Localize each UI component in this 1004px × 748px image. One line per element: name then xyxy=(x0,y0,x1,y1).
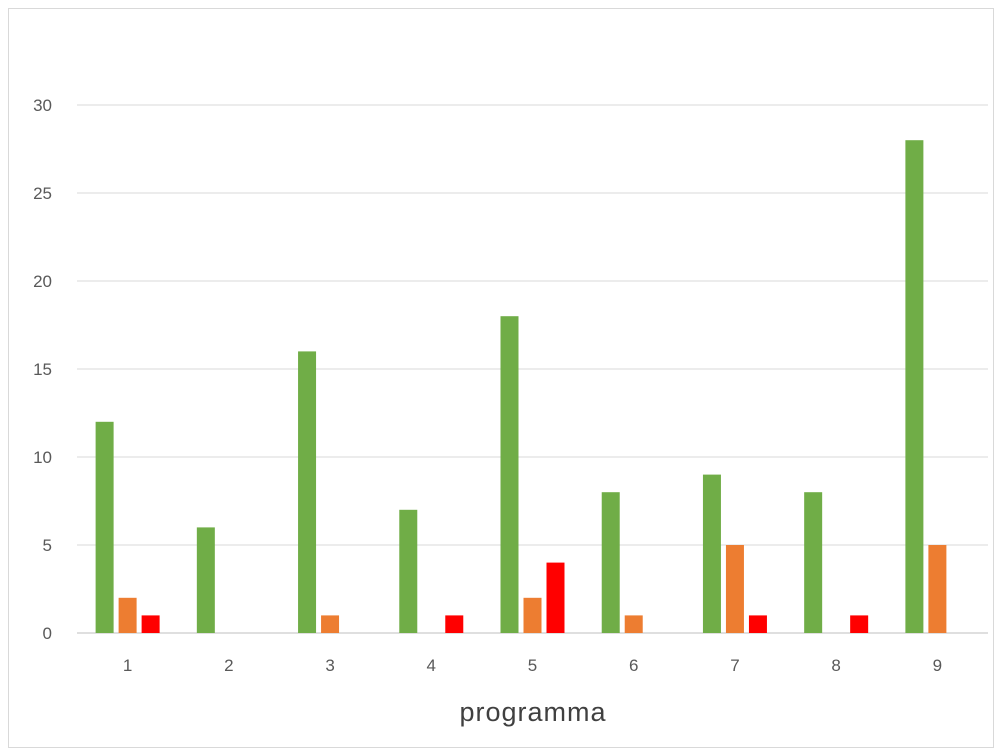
bar-series-1-cat-1 xyxy=(95,421,114,633)
bar-series-3-cat-5 xyxy=(546,562,565,633)
bar-series-3-cat-7 xyxy=(748,615,767,633)
x-tick-label: 8 xyxy=(831,656,840,675)
y-tick-label: 25 xyxy=(33,184,52,203)
bar-series-2-cat-7 xyxy=(725,545,744,633)
x-tick-label: 7 xyxy=(730,656,739,675)
x-tick-label: 5 xyxy=(528,656,537,675)
bar-series-3-cat-4 xyxy=(445,615,464,633)
x-axis-label: programma xyxy=(459,697,606,727)
y-tick-label: 0 xyxy=(43,624,52,643)
y-tick-label: 20 xyxy=(33,272,52,291)
bar-series-1-cat-2 xyxy=(196,527,215,633)
x-tick-label: 2 xyxy=(224,656,233,675)
x-tick-label: 4 xyxy=(427,656,436,675)
y-tick-label: 5 xyxy=(43,536,52,555)
x-tick-label: 1 xyxy=(123,656,132,675)
y-tick-label: 30 xyxy=(33,96,52,115)
bar-series-2-cat-5 xyxy=(523,597,542,633)
bar-series-2-cat-3 xyxy=(321,615,340,633)
bar-series-1-cat-5 xyxy=(500,316,519,633)
y-tick-label: 15 xyxy=(33,360,52,379)
bar-series-1-cat-6 xyxy=(601,492,620,633)
x-tick-label: 3 xyxy=(325,656,334,675)
y-tick-label: 10 xyxy=(33,448,52,467)
x-tick-labels: 1 2 3 4 5 6 7 8 9 xyxy=(123,656,942,675)
bar-series-1-cat-4 xyxy=(399,509,418,633)
bar-series-1-cat-3 xyxy=(298,351,317,633)
bar-series-1-cat-9 xyxy=(905,140,924,633)
bar-series-2-cat-1 xyxy=(118,597,137,633)
gridlines xyxy=(77,104,988,634)
bar-chart: 0 5 10 15 20 25 30 1 2 3 4 5 6 7 8 9 programma xyxy=(33,96,988,727)
y-tick-labels: 0 5 10 15 20 25 30 xyxy=(33,96,52,643)
bar-series-3-cat-8 xyxy=(850,615,869,633)
bar-series-1-cat-8 xyxy=(804,492,823,633)
bar-series-2-cat-9 xyxy=(928,545,947,633)
bar-series-1-cat-7 xyxy=(702,474,721,633)
x-tick-label: 6 xyxy=(629,656,638,675)
x-tick-label: 9 xyxy=(933,656,942,675)
bars xyxy=(95,140,947,633)
bar-series-3-cat-1 xyxy=(141,615,160,633)
bar-series-2-cat-6 xyxy=(624,615,643,633)
